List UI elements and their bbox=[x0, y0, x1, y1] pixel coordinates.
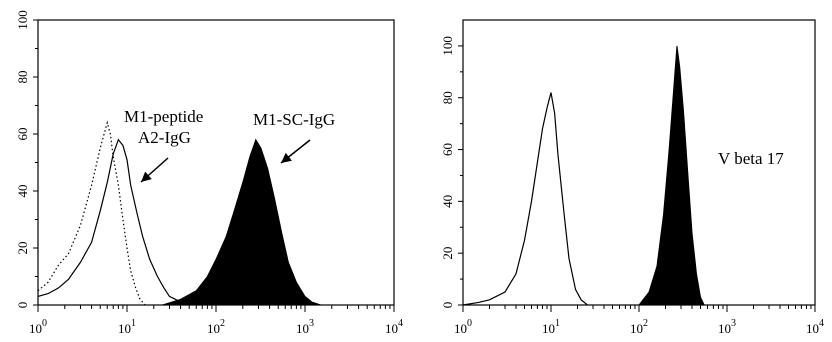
y-tick-label: 0 bbox=[15, 302, 30, 309]
x-tick-base: 10 bbox=[630, 321, 643, 336]
x-tick-exponent: 0 bbox=[467, 318, 472, 329]
dotted-histogram bbox=[37, 120, 146, 306]
y-tick-label: 60 bbox=[440, 143, 455, 156]
x-tick-base: 10 bbox=[29, 321, 42, 336]
filled-histogram bbox=[637, 45, 705, 306]
y-tick-label: 40 bbox=[15, 185, 30, 198]
x-tick-exponent: 0 bbox=[42, 318, 47, 329]
annotation-label: A2-IgG bbox=[138, 128, 191, 147]
y-tick-label: 20 bbox=[15, 242, 30, 255]
x-tick-base: 10 bbox=[118, 321, 131, 336]
x-tick-exponent: 3 bbox=[731, 318, 736, 329]
x-tick-base: 10 bbox=[806, 321, 819, 336]
open-histogram bbox=[462, 92, 588, 306]
x-tick-label: 104 bbox=[806, 318, 824, 336]
x-tick-label: 101 bbox=[542, 318, 560, 336]
y-tick-label: 80 bbox=[440, 91, 455, 104]
annotation-label: M1-peptide bbox=[124, 107, 203, 126]
y-tick-label: 60 bbox=[15, 128, 30, 141]
x-tick-label: 103 bbox=[296, 318, 314, 336]
x-tick-label: 100 bbox=[29, 318, 47, 336]
x-tick-base: 10 bbox=[542, 321, 555, 336]
x-tick-exponent: 1 bbox=[131, 318, 136, 329]
y-tick-label: 0 bbox=[440, 302, 455, 309]
x-tick-exponent: 4 bbox=[398, 318, 403, 329]
x-tick-label: 101 bbox=[118, 318, 136, 336]
arrow-head bbox=[281, 152, 292, 163]
x-tick-base: 10 bbox=[207, 321, 220, 336]
x-tick-base: 10 bbox=[454, 321, 467, 336]
open-histogram bbox=[37, 138, 181, 303]
x-tick-exponent: 4 bbox=[819, 318, 824, 329]
filled-histogram bbox=[162, 138, 321, 306]
x-tick-exponent: 1 bbox=[555, 318, 560, 329]
annotation-label: M1-SC-IgG bbox=[253, 110, 335, 129]
y-tick-label: 40 bbox=[440, 195, 455, 208]
x-tick-label: 104 bbox=[385, 318, 403, 336]
x-tick-exponent: 2 bbox=[643, 318, 648, 329]
x-tick-label: 103 bbox=[718, 318, 736, 336]
x-tick-exponent: 3 bbox=[309, 318, 314, 329]
x-tick-base: 10 bbox=[718, 321, 731, 336]
arrow-head bbox=[141, 171, 152, 182]
y-tick-label: 100 bbox=[15, 10, 30, 30]
x-tick-label: 102 bbox=[207, 318, 225, 336]
x-tick-exponent: 2 bbox=[220, 318, 225, 329]
y-tick-label: 20 bbox=[440, 247, 455, 260]
x-tick-label: 100 bbox=[454, 318, 472, 336]
x-tick-base: 10 bbox=[296, 321, 309, 336]
y-tick-label: 100 bbox=[440, 36, 455, 56]
x-tick-label: 102 bbox=[630, 318, 648, 336]
annotation-label: V beta 17 bbox=[718, 149, 784, 168]
x-tick-base: 10 bbox=[385, 321, 398, 336]
y-tick-label: 80 bbox=[15, 71, 30, 84]
